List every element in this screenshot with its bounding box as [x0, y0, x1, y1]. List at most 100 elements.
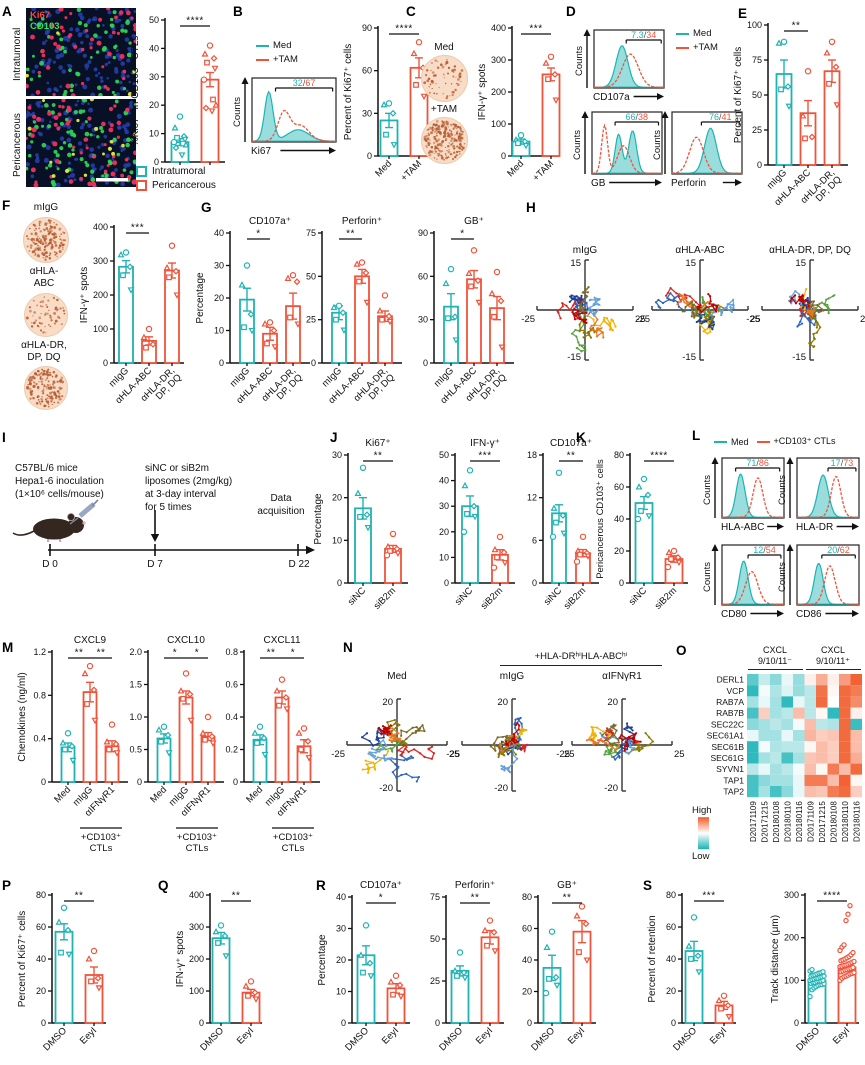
svg-text:76/41: 76/41 [709, 112, 732, 122]
svg-text:30: 30 [336, 924, 346, 934]
svg-text:Med: Med [373, 158, 394, 179]
svg-text:50: 50 [439, 450, 449, 460]
svg-text:300: 300 [491, 55, 506, 65]
svg-text:Med: Med [244, 784, 265, 805]
legend-item-cd103-ctls: +CD103⁺ CTLs [756, 436, 836, 447]
svg-text:+CD103⁺CTLs: +CD103⁺ CTLs [177, 832, 217, 854]
chart-cxcl9: 0 0.4 0.8 1.2 Med mIgG αIFNγR1 ** ** CXCL9 Chemoki… [17, 635, 128, 854]
svg-text:30: 30 [439, 501, 449, 511]
flow-histogram-ki67: 32/67 Counts Ki67 [232, 77, 337, 157]
svg-text:20: 20 [36, 986, 46, 996]
svg-text:0: 0 [794, 1018, 799, 1028]
cd103-ctls-line-icon [756, 440, 770, 443]
svg-text:Perforin⁺: Perforin⁺ [455, 880, 495, 891]
chart-s-track-distance: 0 100 200 300 DMSO EeyI **** Track distance (μm… [770, 890, 859, 1053]
heatmap-group-line-neg [748, 669, 803, 670]
svg-text:EeyI: EeyI [380, 1025, 401, 1046]
panel-label-g: G [201, 200, 212, 215]
well-label-ahla-abc: αHLA- ABC [29, 266, 59, 289]
svg-text:SEC22C: SEC22C [711, 719, 744, 729]
svg-text:25: 25 [860, 314, 865, 325]
svg-text:-25: -25 [331, 749, 345, 760]
svg-text:EeyI: EeyI [78, 1025, 99, 1046]
svg-text:***: *** [702, 891, 715, 902]
track-plot-n-aifngr1: -25 25 20 -20 [556, 697, 684, 794]
legend-label: Pericancerous [152, 180, 216, 191]
chart-j-ki67-svg: 0 10 20 30 siNC siB2m ** Ki67⁺ Percentage [313, 438, 408, 612]
svg-text:-25: -25 [746, 314, 760, 325]
svg-text:**: ** [374, 451, 383, 462]
svg-text:40: 40 [522, 955, 532, 965]
svg-text:SEC61A1: SEC61A1 [707, 731, 745, 741]
svg-text:****: **** [650, 451, 668, 462]
svg-text:20: 20 [214, 293, 224, 303]
svg-text:1.0: 1.0 [129, 712, 142, 722]
legend-item-tam: +TAM [256, 54, 298, 65]
svg-text:SEC61G: SEC61G [710, 753, 744, 763]
flow-histogram-gb: 66/38 Counts GB [572, 111, 663, 189]
svg-text:0.6: 0.6 [225, 680, 238, 690]
svg-text:D20171109: D20171109 [749, 801, 758, 842]
svg-text:200: 200 [784, 933, 799, 943]
svg-text:15: 15 [685, 258, 696, 269]
svg-text:7.3/34: 7.3/34 [631, 30, 656, 40]
med-line-icon [256, 44, 269, 47]
svg-text:**: ** [567, 451, 576, 462]
svg-text:50: 50 [752, 90, 762, 100]
svg-text:D20180116: D20180116 [795, 801, 804, 842]
svg-text:100: 100 [747, 20, 762, 30]
svg-text:75: 75 [430, 892, 440, 902]
svg-text:400: 400 [93, 222, 108, 232]
elispot-well-migg-svg [23, 217, 69, 263]
svg-text:*: * [195, 648, 199, 659]
svg-text:0: 0 [671, 1018, 676, 1028]
svg-text:siNC: siNC [346, 585, 368, 607]
panel-label-o: O [676, 643, 687, 658]
svg-text:0: 0 [367, 151, 372, 161]
svg-text:40: 40 [149, 43, 159, 53]
svg-text:HLA-ABC: HLA-ABC [721, 522, 764, 533]
svg-text:%Ki67⁺ in CD103⁺ CTLs: %Ki67⁺ in CD103⁺ CTLs [130, 36, 141, 147]
micrograph-pericancerous [26, 99, 136, 187]
chart-r-perforin: 0 25 50 75 DMSO EeyI ** Perforin⁺ [430, 880, 504, 1053]
svg-text:0.4: 0.4 [33, 734, 46, 744]
panel-label-m: M [2, 640, 14, 655]
svg-text:200: 200 [189, 954, 204, 964]
panel-label-j: J [330, 430, 338, 445]
track-plot-n-migg: -25 25 20 -20 [446, 697, 574, 794]
chart-r-gb: 0 20 40 60 80 DMSO EeyI ** GB⁺ [522, 880, 596, 1053]
svg-text:SYVN1: SYVN1 [716, 764, 744, 774]
svg-text:D20180110: D20180110 [841, 801, 850, 842]
svg-text:siB2m: siB2m [479, 585, 506, 612]
well-label-med: Med [434, 42, 454, 53]
svg-text:40: 40 [214, 228, 224, 238]
svg-text:EeyI: EeyI [474, 1025, 495, 1046]
svg-text:****: **** [823, 891, 841, 902]
panel-label-c: C [406, 4, 416, 19]
svg-text:*: * [379, 893, 383, 904]
svg-text:60: 60 [418, 271, 428, 281]
svg-text:GB: GB [591, 178, 606, 189]
svg-text:Ki67⁺: Ki67⁺ [365, 438, 390, 449]
track-plot-h-migg: -25 25 15 -15 [521, 258, 645, 363]
svg-text:+CD103⁺CTLs: +CD103⁺ CTLs [81, 832, 121, 854]
svg-text:10: 10 [439, 552, 449, 562]
svg-text:40: 40 [336, 892, 346, 902]
svg-text:-20: -20 [379, 783, 393, 794]
svg-text:*: * [173, 648, 177, 659]
svg-text:0: 0 [435, 1018, 440, 1028]
svg-text:Chemokines (ng/ml): Chemokines (ng/ml) [17, 672, 28, 761]
chart-s-track-distance-svg: 0 100 200 300 DMSO EeyI **** Track distance (μm… [770, 890, 859, 1053]
svg-text:-20: -20 [604, 783, 618, 794]
svg-text:0: 0 [103, 358, 108, 368]
svg-text:18: 18 [527, 450, 537, 460]
svg-text:40: 40 [614, 514, 624, 524]
svg-text:*: * [460, 229, 464, 240]
svg-text:20: 20 [614, 546, 624, 556]
svg-text:Counts: Counts [574, 46, 585, 76]
svg-text:EeyI: EeyI [235, 1025, 256, 1046]
svg-text:25: 25 [674, 749, 685, 760]
chart-r-cd107a-svg: 0 10 20 30 40 DMSO EeyI * CD107a⁺ Percentage [317, 880, 410, 1053]
